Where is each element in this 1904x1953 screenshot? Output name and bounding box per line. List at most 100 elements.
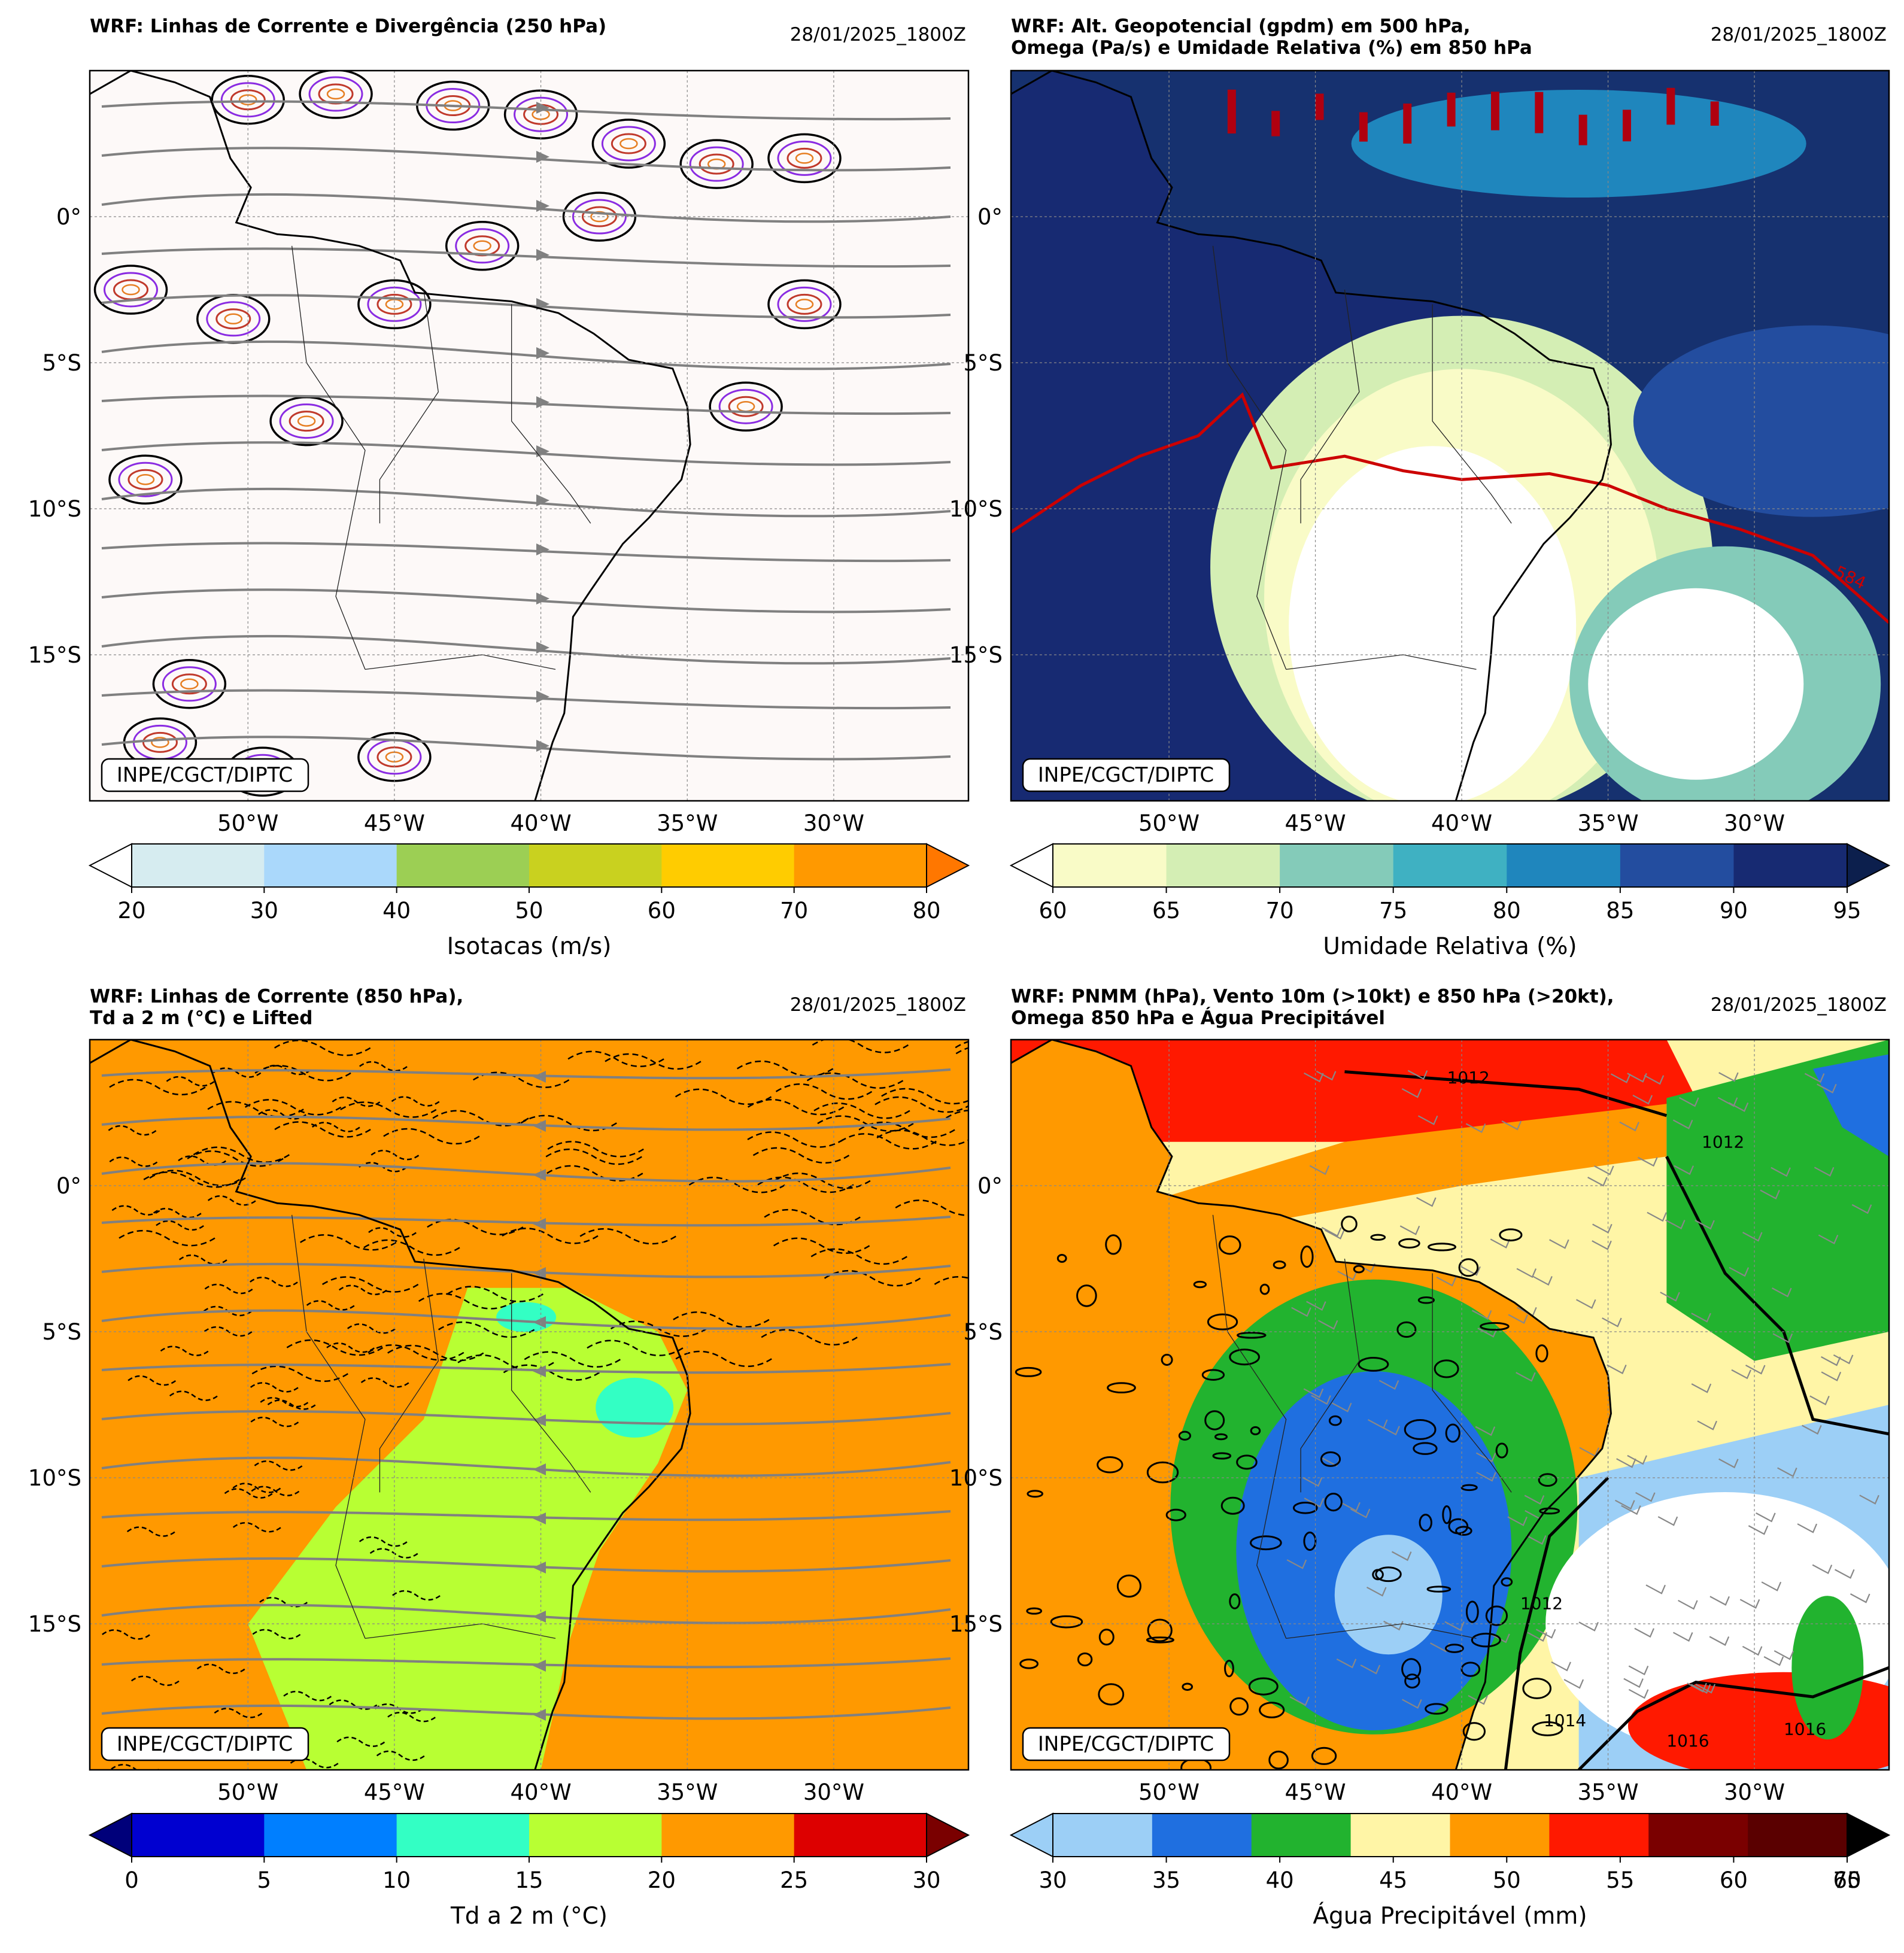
wind-barb [1660,1292,1680,1302]
divergence-contour [299,71,373,119]
colorbar-tick-label: 15 [515,1867,543,1893]
colorbar-tick-label: 20 [648,1867,676,1893]
lifted-contour [840,1133,937,1150]
wind-barb [1678,1599,1698,1610]
coastline [90,71,691,801]
lon-tick-label: 50°W [1138,810,1200,836]
omega-contour [1522,1678,1552,1699]
coastline [1011,71,1612,801]
omega-contour [1107,1382,1136,1394]
omega-contour [1098,1629,1115,1646]
divergence-contour [180,678,199,690]
lon-tick-label: 35°W [657,1779,718,1805]
lifted-contour [764,1208,861,1226]
omega-contour [1193,1280,1207,1289]
divergence-contour [786,147,822,169]
lifted-contour [338,1284,388,1295]
wind-barb [1817,1083,1837,1094]
divergence-contour [279,403,334,439]
omega-cell [1359,112,1368,142]
omega-contour [1259,1702,1285,1718]
lifted-contour [336,1736,385,1747]
pw-band [1791,1596,1864,1740]
colorbar-segment [1648,1814,1748,1857]
divergence-contour [152,659,227,709]
divergence-contour [709,381,783,432]
omega-contour [1268,1750,1289,1770]
omega-contour [1056,1254,1067,1263]
streamline-arrow [536,691,549,703]
streamline [101,294,951,319]
lifted-contour [286,1339,384,1356]
lon-tick-label: 50°W [1138,1779,1200,1805]
lifted-contour [207,1195,257,1206]
colorbar-segment [396,844,530,887]
lifted-contour [102,1629,151,1640]
streamline [101,1456,951,1477]
wind-barb [1809,1395,1830,1405]
panel-title: WRF: Linhas de Corrente (850 hPa), [90,986,463,1007]
streamline [101,1557,951,1573]
lifted-contour [212,1067,262,1078]
wind-barb [1821,1356,1841,1366]
colorbar-tick-label: 70 [780,898,808,924]
omega-contour [1404,1419,1437,1440]
colorbar-tick-label: 25 [780,1867,808,1893]
lifted-contour [232,1483,281,1493]
omega-contour [1204,1410,1225,1430]
wind-barb [1444,1621,1465,1632]
lifted-contour [274,1121,371,1138]
streamline [101,394,951,415]
streamline-arrow [536,593,549,605]
credit-text: INPE/CGCT/DIPTC [117,763,293,787]
credit-text: INPE/CGCT/DIPTC [1038,1732,1214,1756]
wind-barb [1709,1636,1730,1646]
colorbar-label: Água Precipitável (mm) [1313,1902,1587,1930]
colorbar-tick-label: 50 [515,898,543,924]
state-border [1286,1623,1477,1639]
divergence-contour [591,119,666,169]
wind-barb [1772,1287,1792,1298]
colorbar-under-arrow [88,1812,132,1858]
wind-barb [1527,1632,1547,1642]
panel-timestamp: 28/01/2025_1800Z [1711,24,1887,45]
colorbar-segment [529,844,662,887]
streamline-arrow [536,102,549,114]
divergence-contour [581,206,617,227]
divergence-contour [136,473,155,485]
streamline [101,1068,951,1080]
state-border [379,1258,439,1493]
streamline-arrow [536,642,549,654]
map-area: 1012 1012 1012 1014 1016 1016 [1011,1040,1889,1770]
lon-tick-label: 30°W [803,1779,864,1805]
divergence-contour [620,138,638,150]
wind-barb [1291,1307,1311,1317]
lifted-contour [306,1300,356,1311]
lifted-contour [773,1237,870,1255]
colorbar-segment [132,1814,265,1857]
streamline [101,193,951,223]
credit-frame [1022,1727,1231,1761]
lifted-contour [169,1390,218,1401]
credit-text: INPE/CGCT/DIPTC [1038,763,1214,787]
wind-barb [1340,1502,1361,1512]
wind-barb [1619,1121,1639,1132]
wind-barb [1475,1426,1496,1436]
omega-contour [1237,1332,1267,1339]
panel-timestamp: 28/01/2025_1800Z [790,24,966,45]
wind-barb [1763,1656,1784,1666]
lifted-contour [153,1208,202,1219]
lifted-contour [895,1199,968,1216]
wind-barb [1697,1420,1717,1430]
omega-contour [1019,1659,1039,1669]
lat-tick-label: 15°S [28,1611,81,1637]
colorbar-tick-label: 50 [1493,1867,1521,1893]
credit-frame [101,1727,309,1761]
omega-contour [1161,1353,1173,1366]
omega-contour [1146,1636,1174,1644]
divergence-contour [308,76,363,112]
colorbar-tick-label: 30 [1038,1867,1067,1893]
streamline-arrow [533,1218,546,1230]
colorbar-tick-label: 30 [912,1867,940,1893]
streamline [101,1657,951,1669]
